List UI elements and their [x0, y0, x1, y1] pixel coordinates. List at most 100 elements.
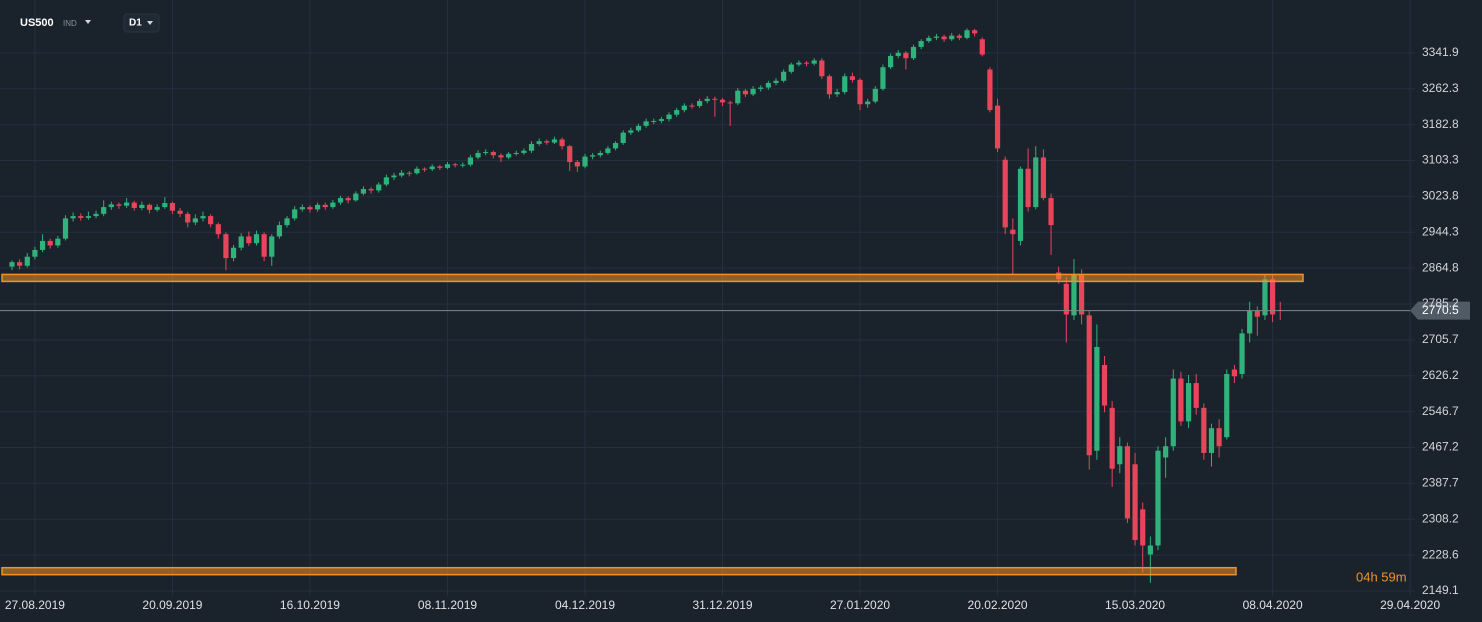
candle-body: [727, 102, 733, 104]
candle-body: [735, 90, 741, 104]
x-tick-label: 04.12.2019: [555, 598, 615, 612]
candle-body: [1033, 157, 1039, 208]
candle-body: [1201, 407, 1207, 453]
candle-body: [612, 143, 619, 149]
candle-body: [559, 139, 565, 147]
candle-body: [391, 175, 397, 178]
candle-body: [773, 80, 779, 84]
candle-body: [750, 88, 756, 95]
price-level: [1, 566, 1237, 576]
candle-body: [1079, 274, 1085, 315]
x-tick-label: 08.04.2020: [1243, 598, 1303, 612]
candle-body: [146, 204, 153, 210]
candle-body: [651, 120, 657, 122]
last-price-tag: [1410, 301, 1470, 320]
candle-body: [903, 52, 909, 59]
candle-body: [452, 164, 458, 166]
candle-body: [208, 216, 214, 225]
y-tick-label: 3103.3: [1422, 153, 1459, 167]
x-tick-label: 31.12.2019: [692, 598, 752, 612]
candle-body: [337, 198, 344, 203]
y-tick-label: 3023.8: [1422, 189, 1459, 203]
candle-body: [506, 153, 512, 158]
candle-body: [620, 132, 626, 144]
candle-body: [70, 216, 76, 219]
candle-body: [628, 130, 634, 133]
candle-body: [17, 262, 23, 266]
candle-body: [1270, 279, 1276, 315]
candle-body: [399, 172, 405, 176]
y-tick-label: 2387.7: [1422, 476, 1459, 490]
symbol-dropdown[interactable]: [85, 20, 91, 24]
candle-body: [956, 35, 962, 38]
candle-body: [9, 262, 15, 267]
candle-body: [345, 198, 351, 201]
candle-body: [368, 189, 374, 191]
y-tick-label: 2546.7: [1422, 404, 1459, 418]
candle-body: [85, 216, 91, 218]
candle-body: [322, 204, 328, 208]
y-tick-label: 2308.2: [1422, 511, 1459, 525]
interval-dropdown[interactable]: [147, 21, 153, 25]
candle-body: [139, 204, 145, 208]
candle-body: [1231, 369, 1237, 377]
candle-body: [55, 238, 61, 246]
candle-body: [307, 207, 313, 210]
candle-body: [895, 52, 901, 56]
candle-body: [1170, 378, 1176, 447]
candle-body: [383, 177, 389, 185]
candle-body: [689, 105, 695, 107]
candle-body: [460, 164, 466, 166]
candle-body: [574, 161, 580, 167]
candle-body: [1117, 446, 1123, 465]
candle-body: [758, 87, 764, 89]
candle-body: [1247, 310, 1253, 334]
candle-body: [1025, 168, 1031, 208]
candle-body: [24, 256, 30, 266]
candle-body: [1094, 346, 1100, 451]
candle-body: [1071, 274, 1077, 316]
y-tick-label: 2864.8: [1422, 260, 1459, 274]
candle-body: [1147, 545, 1153, 555]
overlay: 2770.5 04h 59m: [0, 273, 1470, 584]
candle-body: [834, 92, 840, 95]
candle-body: [681, 105, 687, 111]
candle-body: [131, 202, 137, 208]
candle-body: [590, 155, 596, 157]
candle-body: [1010, 229, 1016, 235]
candle-body: [1155, 450, 1161, 546]
candle-body: [811, 60, 817, 64]
candle-body: [597, 152, 603, 156]
candle-body: [162, 203, 168, 208]
interval-button[interactable]: [123, 13, 160, 33]
candle-body: [1193, 383, 1199, 408]
candle-body: [101, 207, 107, 214]
candle-body: [253, 234, 260, 244]
candle-body: [1086, 315, 1092, 456]
symbol-kind: IND: [63, 19, 77, 28]
candle-body: [108, 204, 114, 208]
candle-body: [910, 46, 917, 59]
candle-body: [528, 143, 535, 151]
candle-body: [315, 204, 321, 210]
candle-body: [865, 101, 871, 105]
y-tick-label: 3341.9: [1422, 45, 1459, 59]
price-level: [1, 273, 1304, 283]
candle-body: [230, 247, 237, 259]
candle-body: [803, 62, 810, 64]
symbol[interactable]: US500: [20, 17, 54, 29]
x-tick-label: 27.01.2020: [830, 598, 890, 612]
candle-body: [475, 152, 481, 158]
candle-body: [1017, 168, 1024, 241]
candle-body: [987, 69, 993, 111]
marks: [9, 28, 1283, 583]
x-tick-label: 29.04.2020: [1380, 598, 1440, 612]
candle-body: [1216, 428, 1222, 447]
candle-body: [872, 88, 878, 102]
candle-body: [849, 76, 855, 80]
candle-body: [788, 64, 794, 72]
candle-body: [330, 202, 336, 208]
candle-body: [536, 141, 542, 144]
